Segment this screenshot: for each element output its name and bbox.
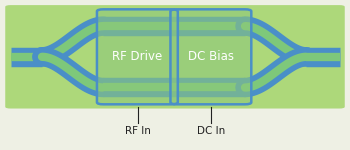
FancyBboxPatch shape	[170, 9, 251, 104]
FancyBboxPatch shape	[5, 5, 345, 108]
FancyBboxPatch shape	[97, 9, 178, 104]
Text: RF Drive: RF Drive	[112, 50, 163, 63]
Text: DC In: DC In	[197, 126, 225, 136]
Text: DC Bias: DC Bias	[188, 50, 234, 63]
Text: RF In: RF In	[125, 126, 150, 136]
